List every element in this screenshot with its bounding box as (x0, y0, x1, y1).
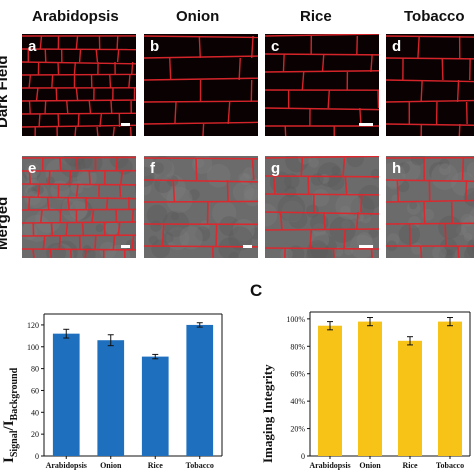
x-tick-label: Arabidopsis (46, 461, 87, 470)
y-tick-label: 100 (27, 343, 39, 352)
x-tick-label: Tobacco (186, 461, 214, 470)
cell-wall-image (144, 156, 258, 258)
column-title-onion: Onion (176, 8, 220, 25)
y-tick-label: 20 (31, 430, 39, 439)
cell-wall-image (265, 156, 379, 258)
x-tick-label: Arabidopsis (309, 461, 350, 470)
bar (398, 340, 422, 456)
section-letter-c: C (250, 281, 263, 300)
panel-letter-e: e (28, 160, 37, 177)
y-tick-label: 100% (286, 315, 305, 324)
y-tick-label: 80% (290, 342, 305, 351)
scale-bar (121, 123, 130, 126)
y-axis-title-text: ISignal/IBackground (1, 367, 20, 463)
y-tick-label: 80 (31, 365, 39, 374)
y-tick-label: 0 (35, 452, 39, 461)
row-label-merged: Merged (0, 196, 11, 250)
scale-bar (243, 245, 252, 248)
micrograph-panel-b: b (144, 34, 258, 136)
scale-bar (121, 245, 130, 248)
y-tick-label: 40 (31, 408, 39, 417)
y-tick-label: 60% (290, 370, 305, 379)
x-tick-label: Onion (100, 461, 122, 470)
y-tick-label: 40% (290, 397, 305, 406)
bar (358, 321, 382, 456)
y-tick-label: 60 (31, 386, 39, 395)
micrograph-panel-e: e (22, 156, 136, 258)
cell-wall-image (22, 34, 136, 136)
x-tick-label: Rice (402, 461, 418, 470)
x-tick-label: Tobacco (436, 461, 464, 470)
cell-wall-image (386, 156, 474, 258)
bar (141, 356, 169, 456)
y-axis-title: ISignal/IBackground (1, 367, 20, 463)
column-title-tobacco: Tobacco (404, 8, 465, 25)
scale-bar (359, 123, 373, 126)
micrograph-panel-c: c (265, 34, 379, 136)
bar (186, 324, 214, 456)
micrograph-panel-g: g (265, 156, 379, 258)
x-tick-label: Rice (148, 461, 164, 470)
column-title-arabidopsis: Arabidopsis (32, 8, 119, 25)
micrograph-panel-h: h (386, 156, 474, 258)
micrograph-panel-a: a (22, 34, 136, 136)
plot-area: 0 20% 40% 60% 80% 100% Arabidopsis Onion Rice Tob… (286, 311, 471, 470)
micrograph-panel-f: f (144, 156, 258, 258)
cell-wall-image (386, 34, 474, 136)
imaging-integrity-bar-chart: Imaging Integrity 0 20% 40% 60% 80% 100% Arabi… (260, 311, 471, 470)
scale-bar (359, 245, 373, 248)
y-tick-label: 20% (290, 425, 305, 434)
cell-wall-image (265, 34, 379, 136)
y-tick-label: 0 (301, 452, 305, 461)
panel-letter-f: f (150, 160, 155, 177)
bar (318, 325, 342, 456)
panel-letter-g: g (271, 160, 281, 177)
bar (52, 333, 80, 456)
signal-background-bar-chart: ISignal/IBackground 0 20 40 60 80 100 120 Arabi… (1, 313, 223, 470)
panel-letter-d: d (392, 38, 402, 55)
bar (97, 340, 125, 456)
micrograph-panel-d: d (386, 34, 474, 136)
panel-letter-c: c (271, 38, 280, 55)
bar (438, 321, 462, 456)
panel-letter-h: h (392, 160, 402, 177)
column-title-rice: Rice (300, 8, 332, 25)
y-tick-label: 120 (27, 321, 39, 330)
cell-wall-image (144, 34, 258, 136)
plot-area: 0 20 40 60 80 100 120 Arabidopsis Onion Rice Tobac… (27, 313, 223, 470)
panel-letter-b: b (150, 38, 160, 55)
x-tick-label: Onion (359, 461, 381, 470)
cell-wall-image (22, 156, 136, 258)
row-label-dark-field: Dark Field (0, 55, 11, 128)
y-axis-title-text: Imaging Integrity (260, 364, 275, 463)
panel-letter-a: a (28, 38, 37, 55)
